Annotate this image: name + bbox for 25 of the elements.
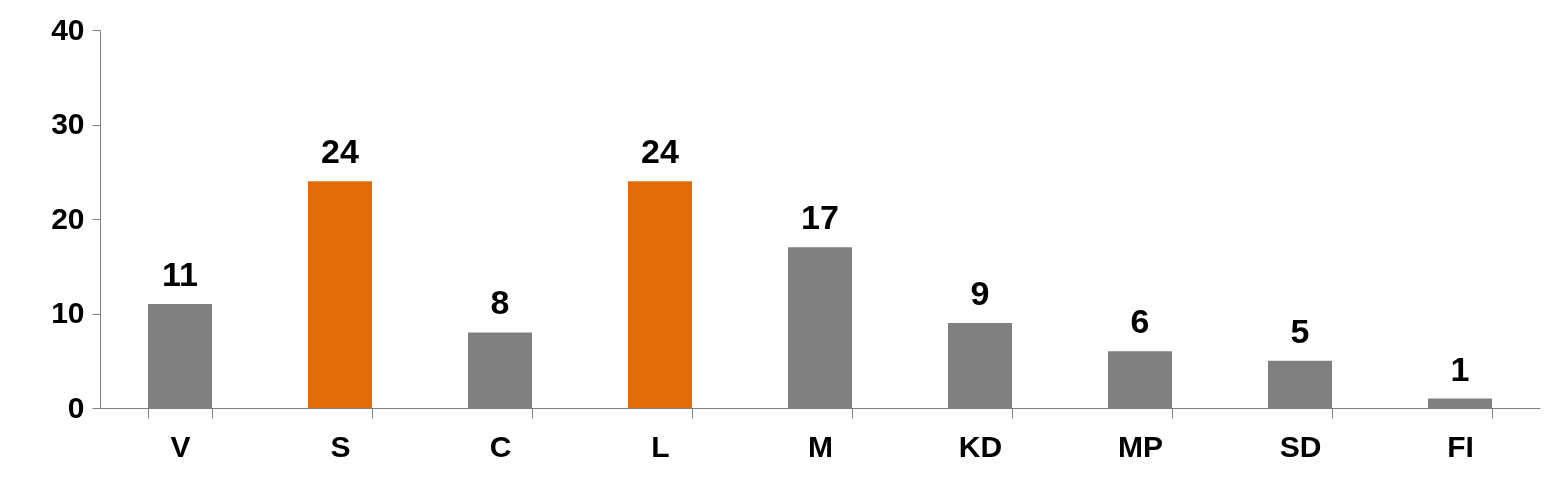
bar: [628, 181, 692, 408]
data-label: 24: [641, 132, 679, 171]
bar: [308, 181, 372, 408]
x-tick-label: FI: [1447, 429, 1474, 463]
data-label: 11: [162, 255, 198, 294]
data-label: 24: [321, 132, 359, 171]
x-tick-label: KD: [958, 429, 1003, 463]
y-tick-label: 30: [51, 107, 85, 140]
x-tick-label: L: [651, 429, 670, 463]
y-tick-label: 20: [51, 201, 85, 235]
x-tick-label: V: [170, 429, 191, 463]
data-label: 5: [1290, 311, 1310, 350]
data-label: 6: [1130, 302, 1150, 341]
data-label: 9: [970, 273, 990, 312]
x-tick-label: M: [808, 429, 833, 463]
x-tick-label: C: [489, 429, 512, 463]
x-tick-label: S: [330, 429, 351, 463]
y-tick-label: 40: [51, 12, 85, 46]
y-tick-label: 10: [51, 296, 85, 329]
y-tick-label: 0: [67, 390, 85, 424]
x-tick-label: SD: [1279, 429, 1322, 463]
data-label: 17: [801, 198, 839, 237]
data-label: 8: [490, 283, 510, 322]
x-tick-label: MP: [1118, 429, 1163, 463]
data-label: 1: [1450, 349, 1470, 388]
